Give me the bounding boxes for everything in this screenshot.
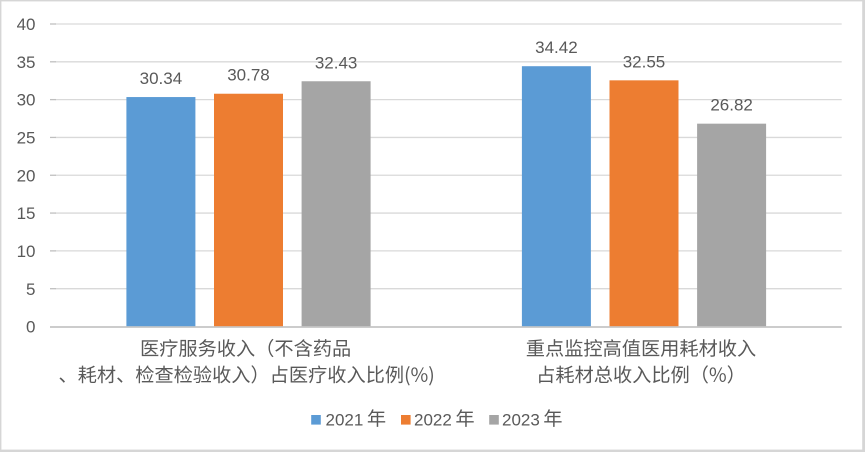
- svg-text:32.55: 32.55: [623, 52, 666, 71]
- svg-text:20: 20: [17, 166, 36, 185]
- svg-text:2021: 2021: [326, 410, 364, 429]
- svg-text:34.42: 34.42: [535, 38, 578, 57]
- svg-text:25: 25: [17, 129, 36, 148]
- svg-text:2022: 2022: [414, 410, 452, 429]
- svg-text:0: 0: [26, 318, 35, 337]
- svg-text:10: 10: [17, 242, 36, 261]
- svg-text:2023: 2023: [502, 410, 540, 429]
- svg-text:40: 40: [17, 15, 36, 34]
- svg-text:30.34: 30.34: [140, 69, 183, 88]
- svg-text:35: 35: [17, 53, 36, 72]
- svg-text:32.43: 32.43: [315, 53, 358, 72]
- svg-text:30.78: 30.78: [227, 66, 270, 85]
- svg-text:15: 15: [17, 204, 36, 223]
- svg-text:5: 5: [26, 280, 35, 299]
- svg-text:30: 30: [17, 91, 36, 110]
- svg-text:26.82: 26.82: [710, 96, 753, 115]
